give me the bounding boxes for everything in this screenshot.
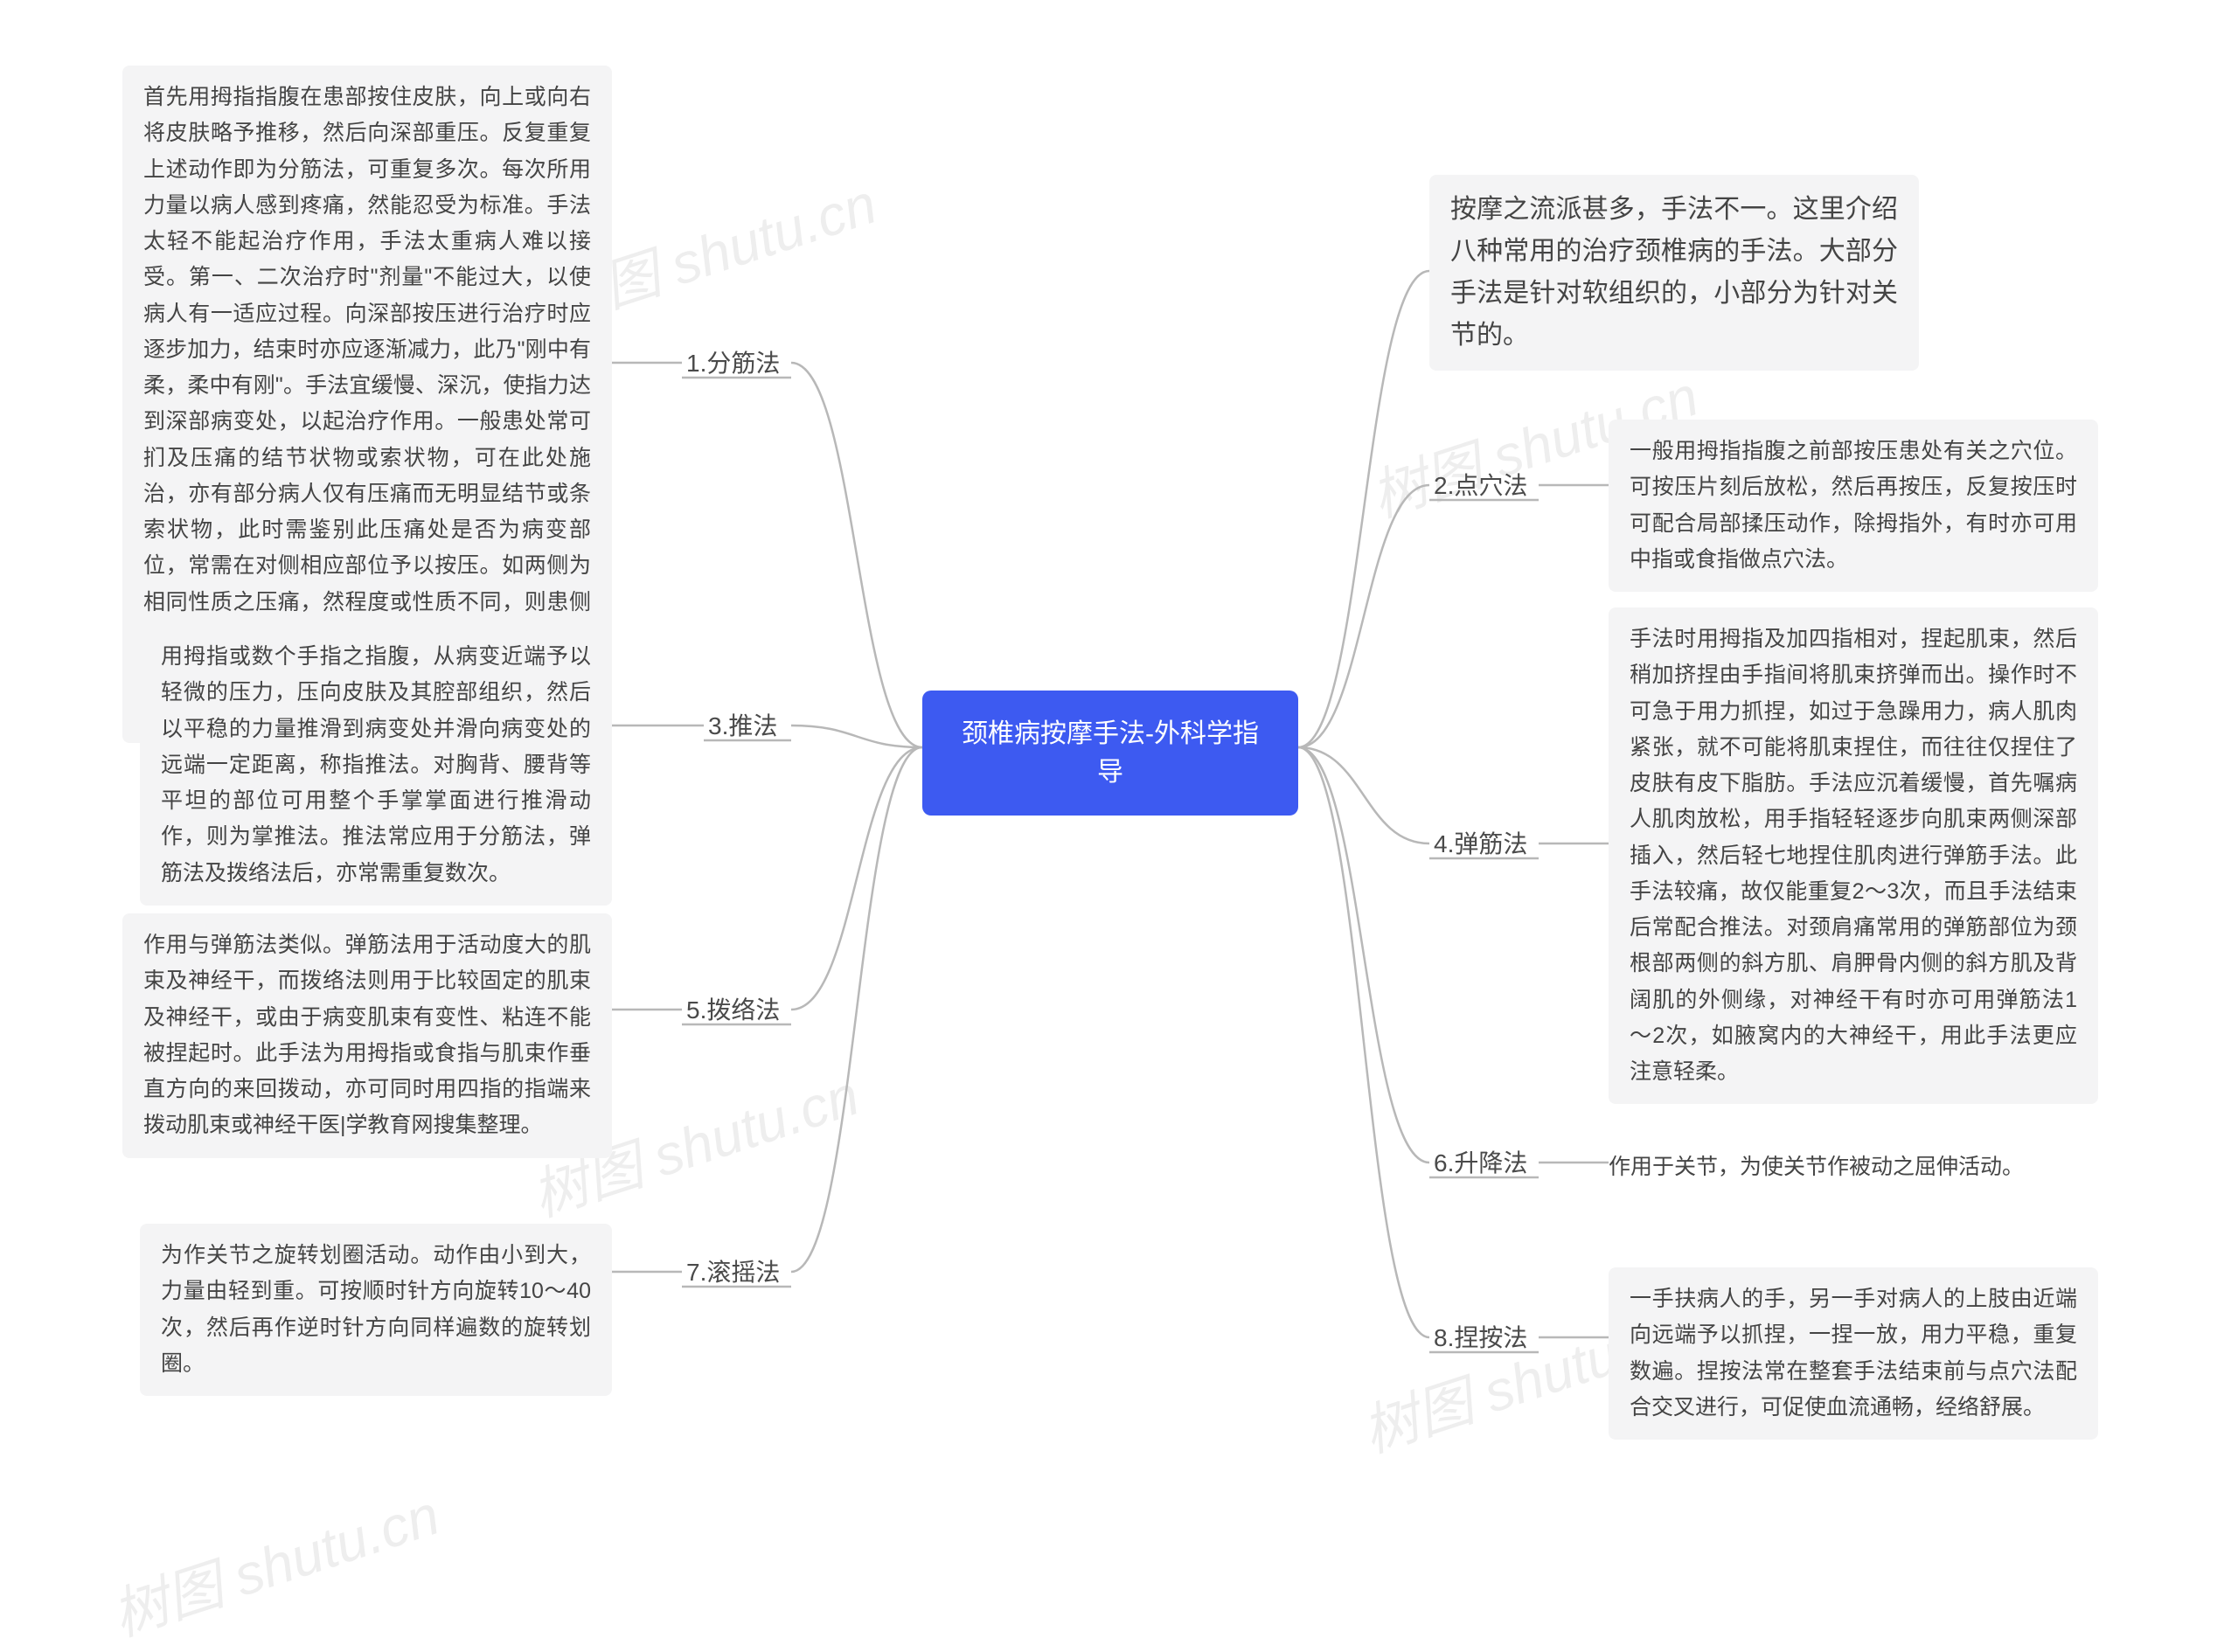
branch-7-label: 7.滚摇法 <box>686 1257 780 1288</box>
branch-8-leaf: 一手扶病人的手，另一手对病人的上肢由近端向远端予以抓捏，一捏一放，用力平稳，重复… <box>1609 1267 2098 1440</box>
intro-leaf: 按摩之流派甚多，手法不一。这里介绍八种常用的治疗颈椎病的手法。大部分手法是针对软… <box>1429 175 1919 371</box>
branch-4-label: 4.弹筋法 <box>1434 829 1527 860</box>
branch-6-leaf: 作用于关节，为使关节作被动之屈伸活动。 <box>1609 1150 2024 1184</box>
center-node: 颈椎病按摩手法-外科学指导 <box>922 691 1298 816</box>
branch-2-label: 2.点穴法 <box>1434 470 1527 502</box>
center-title: 颈椎病按摩手法-外科学指导 <box>962 719 1259 787</box>
branch-3-leaf: 用拇指或数个手指之指腹，从病变近端予以轻微的压力，压向皮肤及其腔部组织，然后以平… <box>140 625 612 906</box>
branch-4-leaf: 手法时用拇指及加四指相对，捏起肌束，然后稍加挤捏由手指间将肌束挤弹而出。操作时不… <box>1609 607 2098 1104</box>
branch-7-leaf: 为作关节之旋转划圈活动。动作由小到大，力量由轻到重。可按顺时针方向旋转10～40… <box>140 1224 612 1396</box>
branch-5-leaf: 作用与弹筋法类似。弹筋法用于活动度大的肌束及神经干，而拨络法则用于比较固定的肌束… <box>122 913 612 1158</box>
branch-3-label: 3.推法 <box>708 711 777 742</box>
branch-1-label: 1.分筋法 <box>686 348 780 379</box>
watermark: 树图 shutu.cn <box>101 1470 448 1651</box>
branch-6-label: 6.升降法 <box>1434 1148 1527 1179</box>
branch-8-label: 8.捏按法 <box>1434 1322 1527 1354</box>
branch-2-leaf: 一般用拇指指腹之前部按压患处有关之穴位。可按压片刻后放松，然后再按压，反复按压时… <box>1609 420 2098 592</box>
branch-5-label: 5.拨络法 <box>686 995 780 1026</box>
